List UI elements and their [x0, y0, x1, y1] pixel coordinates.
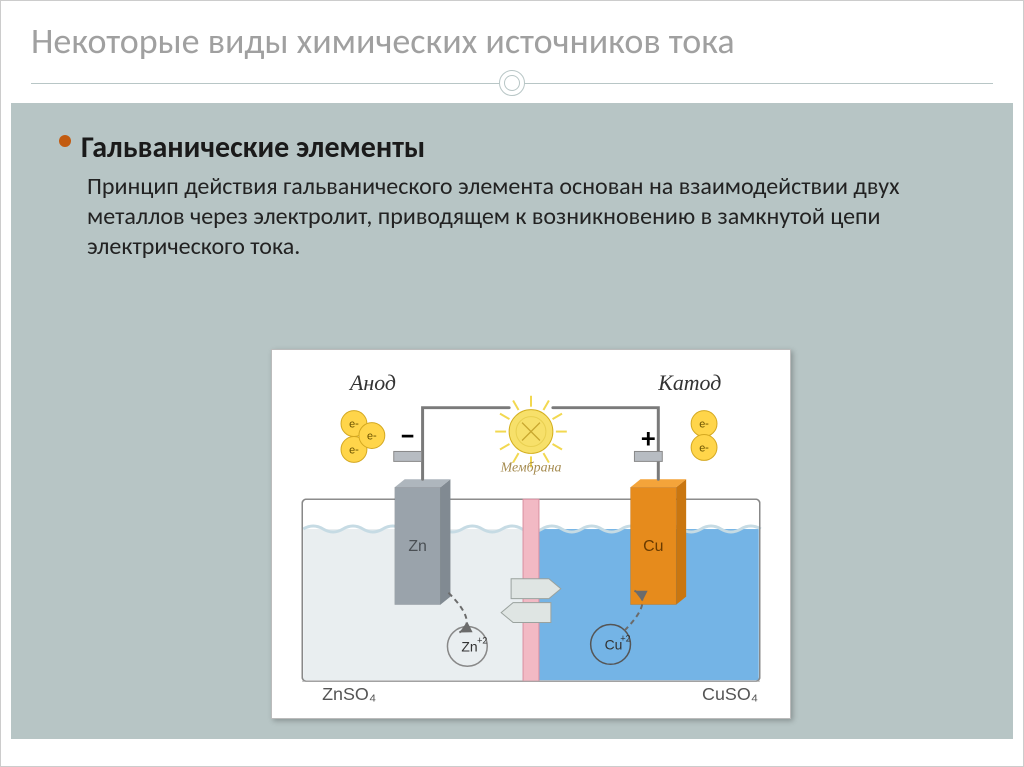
svg-text:Анод: Анод: [348, 371, 396, 395]
title-area: Некоторые виды химических источников ток…: [1, 1, 1023, 103]
divider: [31, 69, 993, 97]
svg-text:Zn: Zn: [408, 538, 427, 555]
body-area: Гальванические элементы Принцип действия…: [11, 103, 1013, 739]
svg-text:Мембрана: Мембрана: [500, 460, 562, 475]
svg-text:+2: +2: [477, 634, 487, 646]
diagram-svg: ZnCu−+АнодКатодМембранаe-e-e-e-e-Zn+2Cu+…: [272, 350, 790, 718]
description: Принцип действия гальванического элемент…: [87, 172, 967, 262]
svg-text:−: −: [400, 418, 415, 454]
svg-text:ZnSO₄: ZnSO₄: [322, 684, 376, 704]
svg-text:Zn: Zn: [461, 638, 477, 654]
bullet-row: Гальванические элементы: [59, 129, 981, 166]
svg-text:e-: e-: [699, 441, 709, 455]
bullet-dot-icon: [59, 135, 71, 147]
slide-title: Некоторые виды химических источников ток…: [31, 19, 993, 63]
svg-text:+2: +2: [621, 632, 631, 644]
svg-text:Катод: Катод: [657, 371, 721, 395]
svg-text:e-: e-: [349, 418, 359, 432]
svg-text:e-: e-: [699, 418, 709, 432]
svg-text:CuSO₄: CuSO₄: [702, 684, 758, 704]
subtitle: Гальванические элементы: [81, 129, 425, 166]
divider-circle-inner: [504, 75, 520, 91]
svg-text:Cu: Cu: [643, 538, 663, 555]
slide: Некоторые виды химических источников ток…: [0, 0, 1024, 767]
svg-text:e-: e-: [349, 443, 359, 457]
divider-circle: [499, 70, 525, 96]
svg-text:e-: e-: [367, 430, 377, 444]
svg-text:+: +: [641, 421, 655, 455]
galvanic-cell-diagram: ZnCu−+АнодКатодМембранаe-e-e-e-e-Zn+2Cu+…: [271, 349, 791, 719]
